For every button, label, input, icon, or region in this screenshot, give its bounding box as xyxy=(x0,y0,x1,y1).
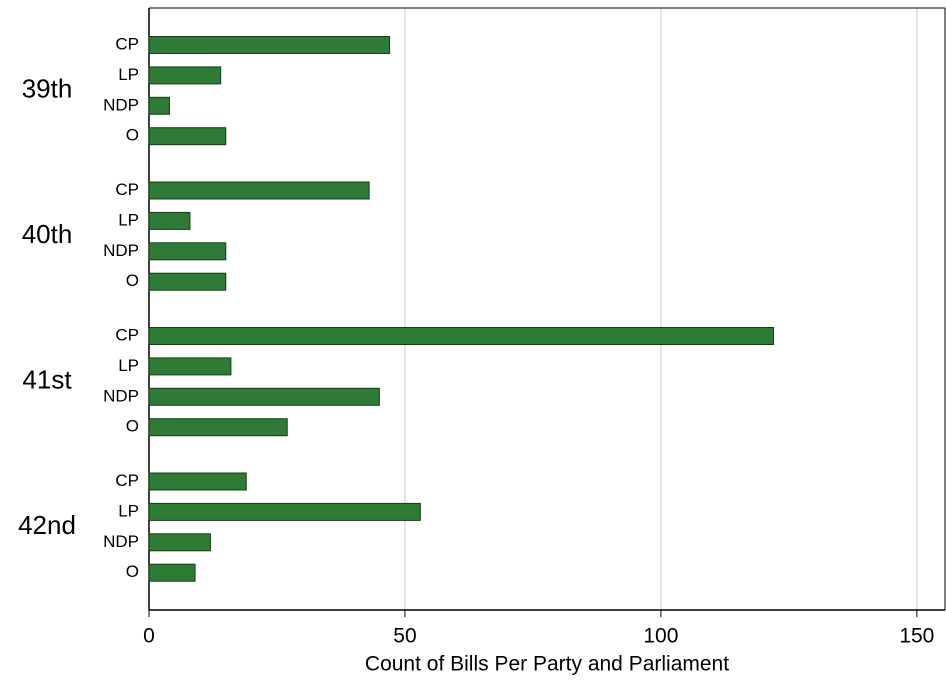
y-tick-label: CP xyxy=(115,34,139,53)
bar xyxy=(148,563,196,582)
y-tick-label: NDP xyxy=(103,241,139,260)
y-tick-label: CP xyxy=(115,471,139,490)
bar xyxy=(148,418,288,437)
bar xyxy=(148,36,391,54)
y-tick-label: NDP xyxy=(103,386,139,405)
bar xyxy=(148,502,421,521)
bar xyxy=(148,127,227,146)
group-label: 39th xyxy=(22,73,73,103)
bar xyxy=(148,242,227,261)
x-axis-title: Count of Bills Per Party and Parliament xyxy=(365,653,729,676)
y-tick-label: LP xyxy=(118,65,139,84)
bar xyxy=(148,327,775,345)
y-tick-label: CP xyxy=(115,325,139,344)
y-tick-label: LP xyxy=(118,356,139,375)
bar xyxy=(148,533,211,552)
bar xyxy=(148,472,247,491)
x-tick-label: 0 xyxy=(143,625,155,648)
y-tick-label: NDP xyxy=(103,95,139,114)
bar xyxy=(148,211,191,230)
bar xyxy=(148,181,370,200)
group-label: 41st xyxy=(22,364,72,394)
bar xyxy=(148,66,222,85)
bar xyxy=(148,357,232,376)
x-tick-label: 100 xyxy=(643,625,678,648)
x-tick-label: 150 xyxy=(899,625,934,648)
y-tick-label: NDP xyxy=(103,532,139,551)
y-tick-label: O xyxy=(126,562,139,581)
group-label: 42nd xyxy=(18,510,76,540)
y-tick-label: O xyxy=(126,126,139,145)
y-tick-label: LP xyxy=(118,501,139,520)
bar xyxy=(148,387,380,406)
bar xyxy=(148,96,170,115)
y-tick-label: CP xyxy=(115,180,139,199)
y-tick-label: O xyxy=(126,271,139,290)
y-tick-label: LP xyxy=(118,210,139,229)
group-label: 40th xyxy=(22,219,73,249)
bar xyxy=(148,272,227,291)
x-tick-label: 50 xyxy=(393,625,416,648)
y-tick-label: O xyxy=(126,417,139,436)
